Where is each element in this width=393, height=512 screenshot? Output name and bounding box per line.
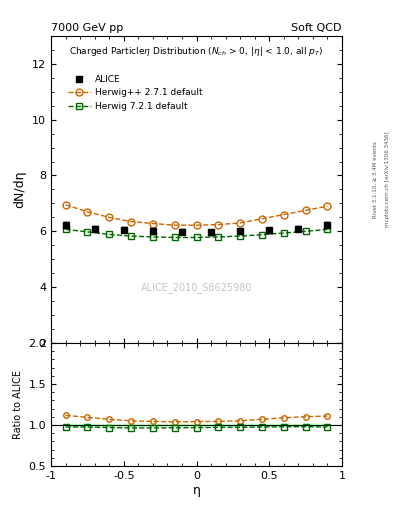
Text: mcplots.cern.ch [arXiv:1306.3436]: mcplots.cern.ch [arXiv:1306.3436] — [385, 132, 389, 227]
Legend: ALICE, Herwig++ 2.7.1 default, Herwig 7.2.1 default: ALICE, Herwig++ 2.7.1 default, Herwig 7.… — [64, 71, 206, 114]
Y-axis label: dN/dη: dN/dη — [13, 170, 27, 208]
Text: Rivet 3.1.10, ≥ 3.4M events: Rivet 3.1.10, ≥ 3.4M events — [373, 141, 378, 218]
X-axis label: η: η — [193, 483, 200, 497]
Text: 7000 GeV pp: 7000 GeV pp — [51, 23, 123, 33]
Y-axis label: Ratio to ALICE: Ratio to ALICE — [13, 370, 23, 439]
Text: ALICE_2010_S8625980: ALICE_2010_S8625980 — [141, 282, 252, 293]
Text: Charged Particle$\eta$ Distribution ($N_{ch}$ > 0, |$\eta$| < 1.0, all $p_T$): Charged Particle$\eta$ Distribution ($N_… — [70, 45, 323, 58]
Text: Soft QCD: Soft QCD — [292, 23, 342, 33]
